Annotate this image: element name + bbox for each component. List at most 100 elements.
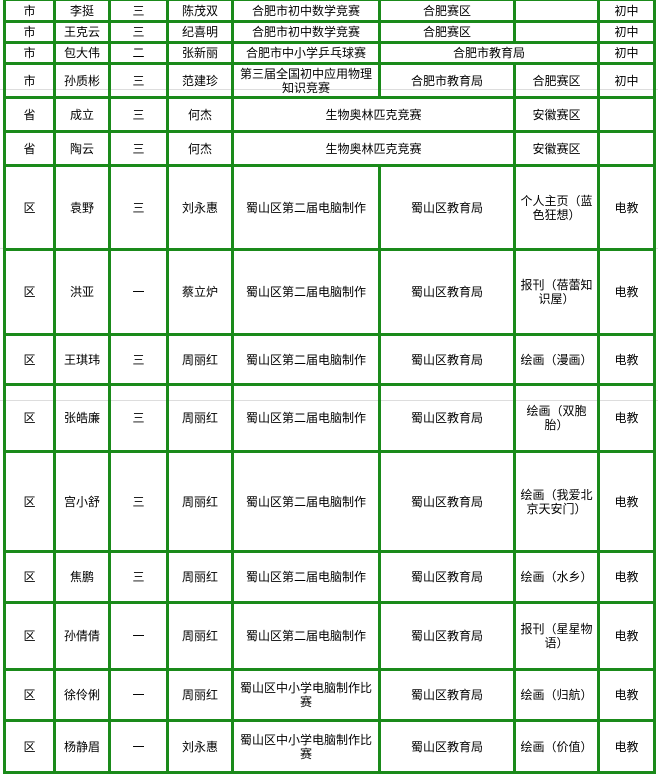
cell-competition: 蜀山区中小学电脑制作比赛 [231, 668, 381, 722]
cell-grade: 三 [108, 96, 169, 133]
cell-region [513, 0, 600, 23]
cell-category: 初中 [597, 0, 656, 23]
cell-competition: 蜀山区第二届电脑制作 [231, 383, 381, 453]
cell-category: 电教 [597, 333, 656, 386]
cell-region: 绘画（双胞胎） [513, 383, 600, 453]
cell-competition: 合肥市初中数学竞赛 [231, 0, 381, 23]
table-row: 省陶云三何杰 生物奥林匹克竞赛 安徽赛区 [3, 130, 656, 167]
cell-category: 初中 [597, 62, 656, 99]
cell-name: 宫小舒 [53, 450, 111, 553]
cell-region: 绘画（价值） [513, 720, 600, 774]
cell-name: 李挺 [53, 0, 111, 23]
cell-competition: 蜀山区第二届电脑制作 [231, 450, 381, 553]
cell-name: 杨静眉 [53, 720, 111, 774]
cell-name: 包大伟 [53, 41, 111, 65]
cell-name: 王琪玮 [53, 333, 111, 386]
cell-grade: 一 [108, 720, 169, 774]
cell-grade: 二 [108, 41, 169, 65]
cell-level: 区 [3, 601, 56, 671]
cell-name: 陶云 [53, 130, 111, 167]
cell-competition: 蜀山区第二届电脑制作 [231, 164, 381, 251]
cell-region: 绘画（漫画） [513, 333, 600, 386]
cell-category: 电教 [597, 550, 656, 604]
cell-level: 区 [3, 550, 56, 604]
cell-teacher: 范建珍 [166, 62, 234, 99]
table-row: 市李挺三陈茂双 合肥市初中数学竞赛 合肥赛区 初中 [3, 0, 656, 23]
cell-category: 初中 [597, 20, 656, 44]
cell-region: 个人主页（蓝色狂想） [513, 164, 600, 251]
table-row: 省成立三何杰 生物奥林匹克竞赛 安徽赛区 [3, 96, 656, 133]
cell-competition: 蜀山区第二届电脑制作 [231, 333, 381, 386]
cell-organizer: 蜀山区教育局 [378, 333, 516, 386]
cell-category [597, 96, 656, 133]
cell-organizer: 蜀山区教育局 [378, 248, 516, 336]
cell-competition: 蜀山区第二届电脑制作 [231, 601, 381, 671]
cell-region: 合肥赛区 [513, 62, 600, 99]
cell-teacher: 周丽红 [166, 450, 234, 553]
cell-grade: 三 [108, 550, 169, 604]
cell-name: 袁野 [53, 164, 111, 251]
cell-competition: 生物奥林匹克竞赛 [231, 96, 516, 133]
cell-grade: 三 [108, 333, 169, 386]
table-row: 区焦鹏三周丽红 蜀山区第二届电脑制作 蜀山区教育局 绘画（水乡） 电教 [3, 550, 656, 604]
cell-category: 电教 [597, 450, 656, 553]
cell-category: 电教 [597, 248, 656, 336]
cell-region [513, 20, 600, 44]
cell-name: 孙倩倩 [53, 601, 111, 671]
cell-region: 绘画（水乡） [513, 550, 600, 604]
cell-level: 区 [3, 164, 56, 251]
cell-competition: 合肥市中小学乒乓球赛 [231, 41, 381, 65]
cell-name: 洪亚 [53, 248, 111, 336]
cell-level: 区 [3, 383, 56, 453]
cell-level: 区 [3, 248, 56, 336]
table-row: 市包大伟二张新丽 合肥市中小学乒乓球赛 合肥市教育局 初中 [3, 41, 656, 65]
cell-region: 报刊（蓓蕾知识屋） [513, 248, 600, 336]
cell-category: 电教 [597, 601, 656, 671]
cell-level: 市 [3, 41, 56, 65]
cell-level: 区 [3, 450, 56, 553]
cell-grade: 三 [108, 20, 169, 44]
cell-organizer: 蜀山区教育局 [378, 550, 516, 604]
cell-teacher: 何杰 [166, 130, 234, 167]
cell-level: 市 [3, 62, 56, 99]
table-row: 区宫小舒三周丽红 蜀山区第二届电脑制作 蜀山区教育局 绘画（我爱北京天安门） 电教 [3, 450, 656, 553]
cell-grade: 一 [108, 601, 169, 671]
cell-organizer: 蜀山区教育局 [378, 164, 516, 251]
cell-grade: 三 [108, 62, 169, 99]
cell-name: 张皓廉 [53, 383, 111, 453]
cell-competition: 生物奥林匹克竞赛 [231, 130, 516, 167]
cell-competition: 蜀山区第二届电脑制作 [231, 550, 381, 604]
cell-region: 安徽赛区 [513, 96, 600, 133]
cell-level: 区 [3, 668, 56, 722]
cell-category: 电教 [597, 383, 656, 453]
cell-teacher: 陈茂双 [166, 0, 234, 23]
cell-level: 市 [3, 0, 56, 23]
cell-name: 孙质彬 [53, 62, 111, 99]
cell-teacher: 周丽红 [166, 383, 234, 453]
cell-competition: 合肥市初中数学竞赛 [231, 20, 381, 44]
cell-level: 省 [3, 130, 56, 167]
cell-region: 报刊（星星物语） [513, 601, 600, 671]
cell-organizer: 蜀山区教育局 [378, 720, 516, 774]
cell-name: 成立 [53, 96, 111, 133]
table-row: 区张皓廉三周丽红 蜀山区第二届电脑制作 蜀山区教育局 绘画（双胞胎） 电教 [3, 383, 656, 453]
cell-organizer: 蜀山区教育局 [378, 668, 516, 722]
table-row: 区王琪玮三周丽红 蜀山区第二届电脑制作 蜀山区教育局 绘画（漫画） 电教 [3, 333, 656, 386]
cell-level: 区 [3, 720, 56, 774]
cell-teacher: 周丽红 [166, 333, 234, 386]
cell-name: 王克云 [53, 20, 111, 44]
cell-region: 安徽赛区 [513, 130, 600, 167]
table-row: 区徐伶俐一周丽红 蜀山区中小学电脑制作比赛 蜀山区教育局 绘画（归航） 电教 [3, 668, 656, 722]
cell-teacher: 周丽红 [166, 550, 234, 604]
cell-organizer: 合肥赛区 [378, 0, 516, 23]
cell-teacher: 张新丽 [166, 41, 234, 65]
table-row: 区袁野三刘永惠 蜀山区第二届电脑制作 蜀山区教育局 个人主页（蓝色狂想） 电教 [3, 164, 656, 251]
cell-name: 焦鹏 [53, 550, 111, 604]
cell-level: 省 [3, 96, 56, 133]
cell-competition: 蜀山区中小学电脑制作比赛 [231, 720, 381, 774]
cell-region: 绘画（我爱北京天安门） [513, 450, 600, 553]
cell-level: 市 [3, 20, 56, 44]
cell-teacher: 纪喜明 [166, 20, 234, 44]
cell-grade: 三 [108, 0, 169, 23]
cell-category [597, 130, 656, 167]
